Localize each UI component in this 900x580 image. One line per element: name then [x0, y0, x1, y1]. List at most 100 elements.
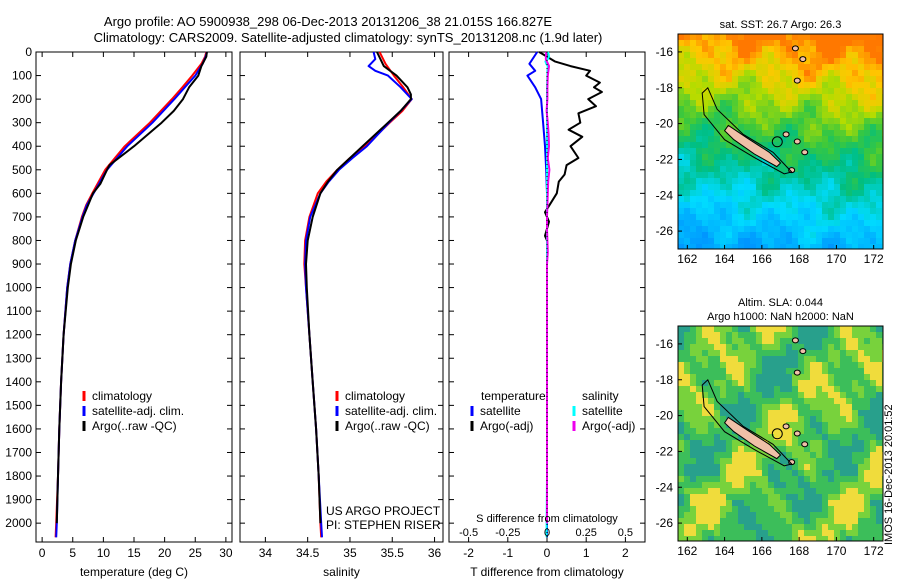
map-cell — [756, 458, 762, 464]
map-cell — [822, 398, 828, 404]
y-tick-label: 1000 — [5, 281, 32, 295]
map-cell — [720, 64, 726, 70]
map-cell — [798, 446, 804, 452]
map-cell — [834, 46, 840, 52]
map-cell — [678, 238, 684, 244]
map-cell — [708, 494, 714, 500]
map-cell — [768, 398, 774, 404]
map-cell — [870, 410, 876, 416]
s-tick-label: -0.5 — [459, 527, 478, 539]
map-cell — [696, 124, 702, 130]
map-cell — [864, 332, 870, 338]
map-cell — [852, 172, 858, 178]
map-cell — [816, 88, 822, 94]
map-cell — [822, 184, 828, 190]
map-cell — [870, 440, 876, 446]
map-cell — [870, 524, 876, 530]
map-cell — [696, 440, 702, 446]
map-cell — [810, 446, 816, 452]
map-cell — [846, 88, 852, 94]
map-cell — [876, 94, 882, 100]
map-cell — [834, 422, 840, 428]
map-cell — [804, 482, 810, 488]
map-cell — [696, 202, 702, 208]
map-cell — [816, 494, 822, 500]
legend-entry: satellite-adj. clim. — [92, 404, 184, 418]
map-cell — [750, 530, 756, 536]
map-cell — [720, 518, 726, 524]
map-cell — [876, 536, 882, 541]
map-cell — [678, 392, 684, 398]
map-cell — [702, 214, 708, 220]
map-cell — [738, 148, 744, 154]
map-cell — [852, 136, 858, 142]
map-cell — [768, 52, 774, 58]
map-cell — [678, 136, 684, 142]
map-cell — [750, 88, 756, 94]
map-cell — [870, 488, 876, 494]
map-cell — [834, 536, 840, 541]
map-cell — [804, 190, 810, 196]
map-cell — [852, 350, 858, 356]
map-cell — [726, 362, 732, 368]
map-cell — [768, 386, 774, 392]
map-cell — [762, 362, 768, 368]
map-cell — [714, 476, 720, 482]
map-cell — [678, 500, 684, 506]
map-cell — [798, 196, 804, 202]
map-cell — [804, 476, 810, 482]
map-cell — [792, 392, 798, 398]
map-cell — [690, 118, 696, 124]
map-cell — [726, 88, 732, 94]
map-cell — [696, 112, 702, 118]
map-cell — [744, 500, 750, 506]
map-cell — [684, 350, 690, 356]
map-cell — [852, 58, 858, 64]
map-cell — [864, 530, 870, 536]
map-cell — [816, 536, 822, 541]
map-cell — [876, 530, 882, 536]
map-cell — [708, 190, 714, 196]
map-cell — [768, 112, 774, 118]
map-cell — [762, 500, 768, 506]
map-cell — [828, 416, 834, 422]
map-cell — [852, 220, 858, 226]
map-cell — [864, 470, 870, 476]
map-cell — [708, 112, 714, 118]
map-cell — [786, 392, 792, 398]
map-cell — [708, 106, 714, 112]
map-cell — [678, 404, 684, 410]
map-cell — [774, 202, 780, 208]
map-cell — [774, 458, 780, 464]
map-cell — [840, 470, 846, 476]
map-cell — [732, 148, 738, 154]
legend-entry: Argo(-adj) — [480, 419, 533, 433]
map-cell — [780, 416, 786, 422]
map-cell — [720, 428, 726, 434]
map-cell — [828, 76, 834, 82]
map-cell — [762, 208, 768, 214]
map-cell — [756, 356, 762, 362]
map-cell — [756, 94, 762, 100]
map-cell — [822, 458, 828, 464]
map-cell — [780, 446, 786, 452]
map-cell — [702, 386, 708, 392]
map-cell — [738, 392, 744, 398]
map-cell — [792, 82, 798, 88]
map-cell — [702, 142, 708, 148]
legend-group: salinity — [582, 389, 619, 403]
map-cell — [762, 482, 768, 488]
map-cell — [840, 524, 846, 530]
x-tick-label: 20 — [158, 546, 172, 560]
map-cell — [834, 344, 840, 350]
map-cell — [852, 434, 858, 440]
map-cell — [678, 356, 684, 362]
map-cell — [780, 34, 786, 40]
map-cell — [750, 482, 756, 488]
x-tick-label: 0 — [39, 546, 46, 560]
map-cell — [726, 190, 732, 196]
map-cell — [804, 58, 810, 64]
map-cell — [846, 464, 852, 470]
map-cell — [714, 220, 720, 226]
map-cell — [804, 130, 810, 136]
